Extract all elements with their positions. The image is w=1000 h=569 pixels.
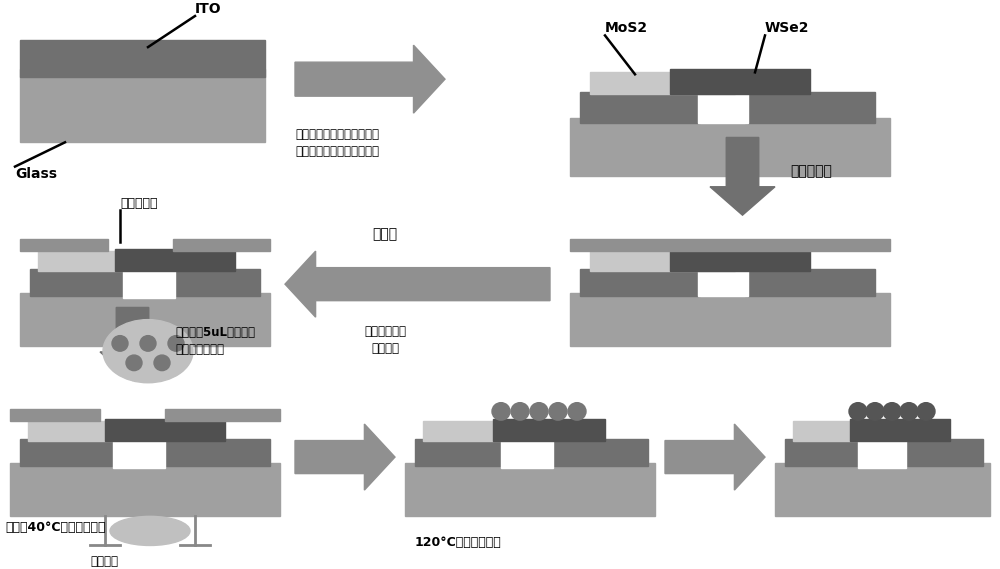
Bar (580, 92, 700, 123)
Circle shape (883, 403, 901, 420)
Bar (580, 269, 700, 296)
Bar (415, 439, 503, 466)
Bar (20, 439, 115, 466)
Bar (20, 69, 265, 142)
Bar (115, 249, 235, 270)
Bar (175, 269, 260, 296)
Circle shape (112, 336, 128, 351)
Bar (850, 419, 950, 440)
Text: 旋涂光刻胶: 旋涂光刻胶 (790, 164, 832, 179)
Bar (858, 419, 906, 468)
Polygon shape (710, 138, 775, 215)
Bar (165, 439, 270, 466)
Polygon shape (295, 424, 395, 490)
Bar (105, 419, 225, 440)
Bar (553, 439, 648, 466)
Polygon shape (295, 45, 445, 113)
Polygon shape (665, 424, 765, 490)
Text: 震动，40°C加热蒸干溶液: 震动，40°C加热蒸干溶液 (5, 521, 106, 534)
Text: 120°C快速退火处理: 120°C快速退火处理 (415, 536, 502, 549)
Bar (20, 293, 270, 347)
Circle shape (866, 403, 884, 420)
Bar (590, 251, 735, 270)
Text: 移液器取5uL金纳米胶
体滴加在窗口处: 移液器取5uL金纳米胶 体滴加在窗口处 (175, 327, 255, 356)
Circle shape (549, 403, 567, 420)
Bar (570, 240, 890, 251)
Bar (10, 463, 280, 516)
Circle shape (900, 403, 918, 420)
Ellipse shape (103, 320, 193, 383)
Bar (20, 240, 108, 251)
Bar (20, 40, 265, 77)
Circle shape (568, 403, 586, 420)
Bar (30, 269, 125, 296)
Bar (501, 419, 553, 468)
Bar (590, 72, 735, 94)
Bar (775, 463, 990, 516)
Bar (570, 293, 890, 347)
Bar (698, 269, 748, 296)
Bar (10, 410, 100, 421)
Bar (405, 463, 655, 516)
Bar (123, 254, 175, 298)
Bar (698, 92, 748, 123)
Circle shape (154, 355, 170, 370)
Circle shape (511, 403, 529, 420)
Circle shape (168, 336, 184, 351)
Text: 激光直写光刻
以及显影: 激光直写光刻 以及显影 (364, 325, 406, 355)
Text: Glass: Glass (15, 167, 57, 180)
Bar (670, 69, 810, 94)
Polygon shape (100, 307, 165, 380)
Circle shape (140, 336, 156, 351)
Text: ITO: ITO (195, 2, 222, 16)
Bar (423, 421, 535, 440)
Bar (38, 251, 158, 270)
Bar (28, 421, 148, 440)
Circle shape (849, 403, 867, 420)
Bar (785, 439, 860, 466)
Text: MoS2: MoS2 (605, 22, 648, 35)
Bar (570, 118, 890, 176)
Bar (165, 410, 280, 421)
Bar (905, 439, 983, 466)
Text: WSe2: WSe2 (765, 22, 810, 35)
Bar (173, 240, 270, 251)
Bar (113, 419, 165, 468)
Circle shape (917, 403, 935, 420)
Ellipse shape (110, 516, 190, 546)
Polygon shape (285, 251, 550, 317)
Circle shape (126, 355, 142, 370)
Bar (793, 421, 893, 440)
Circle shape (530, 403, 548, 420)
Text: 光刻胶窗口: 光刻胶窗口 (120, 197, 158, 211)
Bar (493, 419, 605, 440)
Bar (670, 249, 810, 270)
Text: 震动电机: 震动电机 (90, 555, 118, 568)
Text: 激光直写光刻加湿法刻蚀形
成电极图案，并堆叠异质结: 激光直写光刻加湿法刻蚀形 成电极图案，并堆叠异质结 (295, 127, 379, 158)
Text: 刻窗口: 刻窗口 (372, 228, 398, 241)
Bar (745, 269, 875, 296)
Circle shape (492, 403, 510, 420)
Bar (745, 92, 875, 123)
